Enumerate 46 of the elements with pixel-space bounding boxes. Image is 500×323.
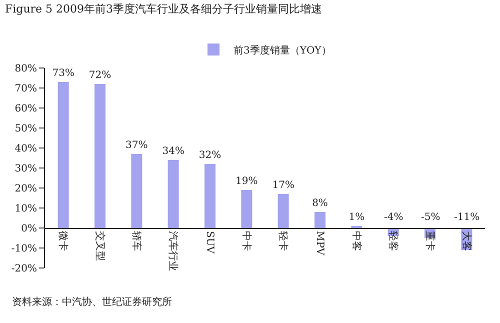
- data-label: -5%: [421, 212, 440, 223]
- x-tick-label: 轻卡: [277, 231, 290, 251]
- x-tick-label: 中卡: [240, 231, 252, 251]
- data-label: 73%: [52, 68, 74, 79]
- x-tick-label: 中客: [350, 231, 362, 251]
- bar: [94, 84, 106, 228]
- x-tick-label: 交叉型: [94, 231, 106, 261]
- bar: [204, 164, 216, 228]
- x-tick-label: 重卡: [424, 231, 436, 251]
- bar: [131, 154, 142, 228]
- y-tick-label: 70%: [14, 84, 37, 94]
- x-tick-label: MPV: [314, 231, 325, 256]
- data-label: 72%: [88, 70, 112, 81]
- data-label: 37%: [126, 140, 148, 151]
- y-tick-label: 60%: [14, 104, 37, 114]
- y-tick-label: 80%: [14, 64, 37, 74]
- chart-title: Figure 5 2009年前3季度汽车行业及各细分子行业销量同比增速: [5, 2, 322, 16]
- data-label: 19%: [236, 176, 258, 187]
- y-tick-label: 20%: [14, 184, 37, 194]
- data-label: 8%: [312, 198, 328, 209]
- data-label: 1%: [348, 212, 365, 223]
- x-tick-label: 轿车: [130, 231, 142, 251]
- data-label: 34%: [162, 146, 184, 157]
- y-tick-label: 10%: [14, 204, 37, 214]
- data-label: -11%: [454, 212, 480, 223]
- bar: [278, 194, 289, 228]
- legend-label: 前3季度销量（YOY）: [234, 44, 332, 56]
- y-tick-label: 30%: [14, 164, 37, 174]
- bar: [241, 190, 252, 228]
- bar: [58, 82, 69, 228]
- data-label: 17%: [272, 180, 294, 191]
- text: 资料来源：中汽协、世纪证券研究所: [12, 296, 172, 308]
- y-tick-label: 0%: [21, 224, 37, 234]
- data-label: 32%: [198, 150, 222, 161]
- y-tick-label: -10%: [11, 244, 37, 254]
- x-tick-label: SUV: [204, 231, 215, 254]
- y-tick-label: -20%: [11, 264, 37, 274]
- y-tick-label: 50%: [14, 124, 37, 134]
- x-tick-label: 大客: [460, 231, 472, 251]
- x-tick-label: 微卡: [57, 231, 70, 251]
- x-tick-label: 汽车行业: [167, 231, 180, 271]
- bar: [168, 160, 179, 228]
- y-tick-label: 40%: [14, 144, 37, 154]
- x-tick-label: 轻客: [387, 231, 400, 251]
- data-label: -4%: [384, 212, 404, 223]
- bar: [314, 212, 326, 228]
